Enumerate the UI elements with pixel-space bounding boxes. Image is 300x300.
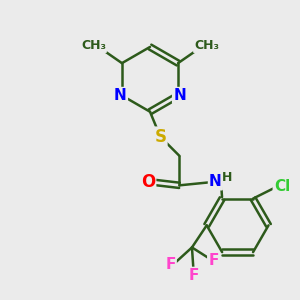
Text: N: N — [173, 88, 186, 103]
Text: S: S — [154, 128, 166, 146]
Text: F: F — [208, 253, 219, 268]
Text: H: H — [222, 171, 232, 184]
Text: CH₃: CH₃ — [81, 39, 106, 52]
Text: N: N — [209, 174, 222, 189]
Text: F: F — [165, 257, 176, 272]
Text: CH₃: CH₃ — [194, 39, 219, 52]
Text: O: O — [141, 173, 155, 191]
Text: N: N — [114, 88, 127, 103]
Text: F: F — [188, 268, 199, 283]
Text: Cl: Cl — [274, 179, 290, 194]
